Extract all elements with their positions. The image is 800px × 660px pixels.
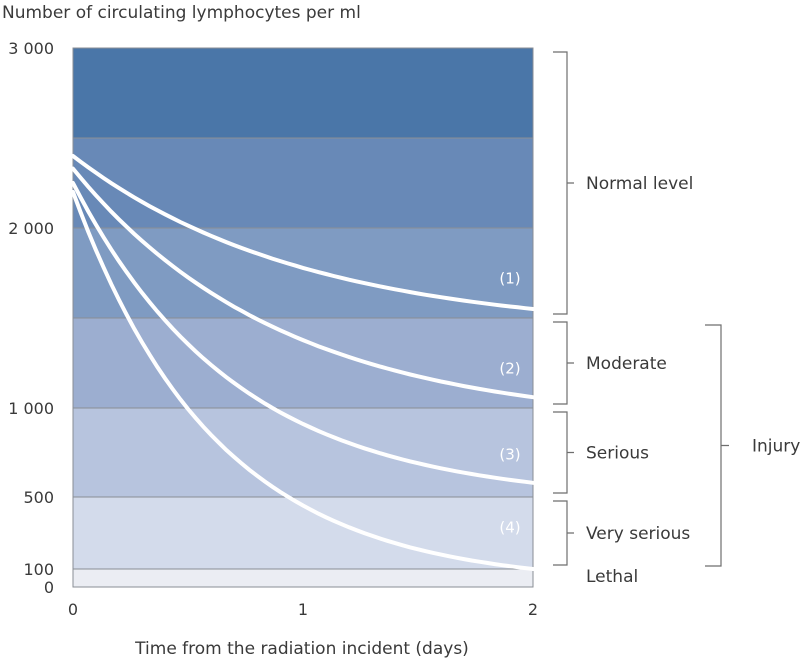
bracket-moderate [553, 321, 574, 405]
category-label: Moderate [586, 354, 667, 374]
x-tick-label: 0 [68, 600, 78, 619]
category-label: Normal level [586, 174, 693, 194]
x-tick-label: 2 [528, 600, 538, 619]
curve-label-4: (4) [499, 519, 520, 537]
y-tick-label: 500 [23, 488, 54, 507]
band-2500-3000 [73, 48, 533, 138]
band-500-1000 [73, 408, 533, 497]
group-label-injury: Injury [752, 437, 800, 457]
y-tick-label: 3 000 [8, 39, 54, 58]
curve-label-2: (2) [499, 359, 520, 377]
curve-2 [71, 166, 535, 400]
category-label: Serious [586, 444, 649, 464]
bracket-normal-level [553, 51, 574, 315]
y-tick-label: 2 000 [8, 219, 54, 238]
band-2000-2500 [73, 138, 533, 228]
x-tick-label: 1 [298, 600, 308, 619]
plot-frame [72, 47, 534, 588]
curve-label-3: (3) [499, 445, 520, 463]
y-axis-title: Number of circulating lymphocytes per ml [2, 3, 361, 23]
category-brackets: Normal level Moderate Serious Very serious L… [553, 51, 800, 587]
y-tick-label: 1 000 [8, 399, 54, 418]
x-axis-title: Time from the radiation incident (days) [134, 639, 469, 659]
curve-3 [71, 181, 535, 485]
lymphocyte-curves: (1) (2) (3) (4) [71, 154, 535, 571]
bracket-serious [553, 411, 574, 494]
bracket-very-serious [553, 500, 574, 566]
x-axis-ticks: 0 1 2 [68, 600, 538, 619]
category-label: Very serious [586, 524, 690, 544]
curve-label-1: (1) [499, 269, 520, 287]
y-tick-label: 100 [23, 560, 54, 579]
curve-1 [71, 154, 535, 311]
y-tick-label: 0 [44, 578, 54, 597]
band-1000-1500 [73, 318, 533, 408]
severity-bands [72, 47, 534, 588]
category-label: Lethal [586, 567, 638, 587]
band-0-100 [73, 569, 533, 587]
bracket-injury [705, 324, 729, 567]
curve-4 [71, 190, 535, 571]
